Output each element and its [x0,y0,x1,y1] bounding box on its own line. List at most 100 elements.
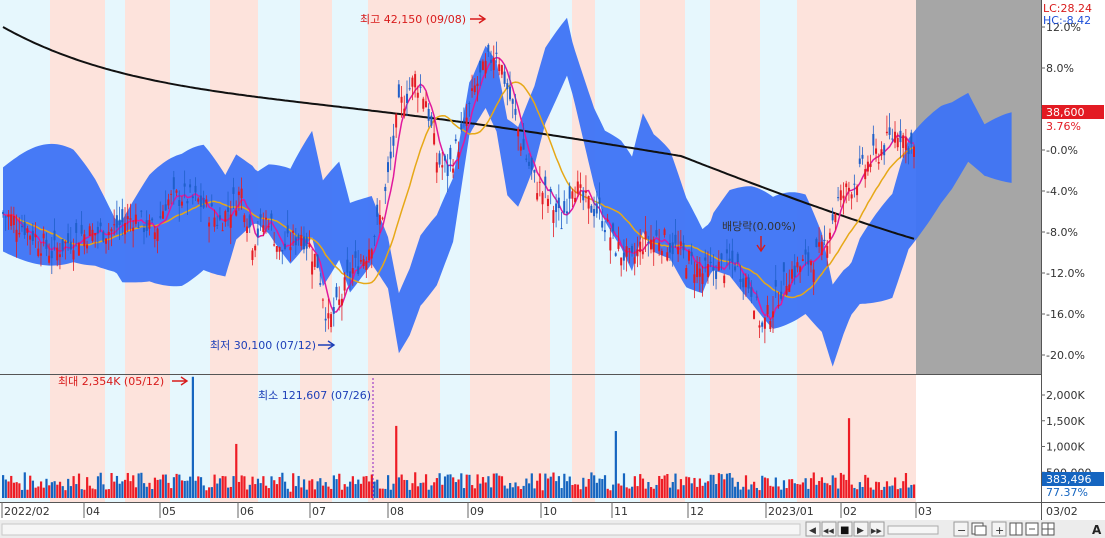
volume-bar [132,475,135,498]
candle-body [574,197,577,203]
zoom-in-button[interactable]: + [991,521,1007,537]
candle-body [590,205,593,213]
candle-body [869,164,872,167]
volume-bar [452,477,455,498]
scrollbar-track[interactable] [1,523,801,536]
volume-bar [790,479,794,498]
text-tool-button[interactable]: A [1092,523,1102,537]
forward-button[interactable]: ▶ [853,521,869,537]
candle-body [213,217,216,227]
volume-bar [473,488,476,498]
candle-body [663,229,666,236]
volume-bar [696,486,699,498]
volume-bar [755,487,758,498]
price-tick-label: -12.0% [1046,267,1085,280]
candle-body [31,230,34,241]
volume-bar [251,476,254,498]
rewind-button[interactable]: ◀ [805,521,821,537]
candle-body [582,191,585,201]
candle-body [622,252,625,261]
volume-bar [454,482,457,498]
candle-body [414,74,417,88]
time-axis: 2022/02 04 05 06 07 08 09 10 11 12 2023/01 02 03 03/0… [1,502,1078,518]
candle-body [815,238,818,248]
cloud-area [3,17,1012,367]
window-layout-button[interactable] [971,522,987,536]
volume-bar [387,475,390,498]
candle-body [99,222,102,227]
zoom-slider[interactable] [887,525,939,535]
candle-body [29,235,32,240]
volume-bar [29,475,32,498]
candle-body [218,215,221,220]
zoom-out-button[interactable]: − [953,521,969,537]
period-band [550,375,572,502]
candle-body [530,157,533,170]
candle-body [178,200,181,206]
candle-body [91,229,94,241]
candle-body [763,317,766,329]
volume-bar [278,477,281,498]
volume-bar [631,486,634,498]
volume-bar [650,487,653,498]
candle-body [69,241,72,250]
fast-forward-button[interactable]: ▶▶ [869,521,885,537]
candle-body [739,279,742,282]
volume-bar [500,476,504,498]
volume-bar [340,489,344,498]
candle-body [655,230,658,236]
current-price: 38,600 [1046,106,1085,119]
candle-body [761,322,764,327]
volume-bar [332,475,335,498]
split-view-button[interactable] [1009,522,1023,536]
volume-bar [61,486,64,498]
volume-bar [115,475,119,498]
candle-body [300,234,303,246]
candle-body [235,210,238,216]
crosshair-button[interactable] [1025,522,1039,536]
volume-bar [660,478,664,498]
stop-button[interactable]: ■ [837,521,853,537]
volume-bar [541,490,544,498]
candle-body [167,199,170,206]
volume-bar [248,484,251,498]
candle-body [601,221,604,228]
volume-bar [685,476,688,498]
candle-body [7,214,10,218]
volume-bar [373,481,376,498]
volume-bar [183,480,186,498]
volume-bar [18,483,21,498]
fast-rewind-button[interactable]: ◀◀ [821,521,837,537]
candle-body [527,161,530,166]
candle-body [856,186,859,196]
volume-bar [129,481,132,498]
candle-body [387,162,390,173]
volume-bar [362,476,365,498]
volume-bar [913,484,916,498]
candle-body [858,158,861,164]
volume-bar [197,476,200,498]
volume-bar [655,484,658,498]
volume-bar [709,474,712,498]
candle-body [224,211,227,222]
volume-bar [479,483,482,498]
candle-body [471,88,474,91]
volume-bar [53,481,56,498]
candle-body [652,239,655,253]
candle-body [264,217,267,220]
price-axis: 12.0%8.0%4.0%-0.0%-4.0%-8.0%-12.0%-16.0%… [1041,21,1085,362]
volume-bar [365,476,368,498]
candle-body [170,193,173,195]
volume-bar [354,484,357,498]
volume-bar [739,489,742,498]
candle-body [847,187,850,191]
volume-bar [845,479,848,498]
volume-bar [267,488,270,498]
volume-bar [31,480,35,498]
volume-bar [294,486,298,498]
volume-bar [864,474,867,498]
volume-bar [186,480,189,498]
settings-button[interactable] [1041,522,1055,536]
volume-bar [77,473,81,498]
candle-body [793,265,796,278]
